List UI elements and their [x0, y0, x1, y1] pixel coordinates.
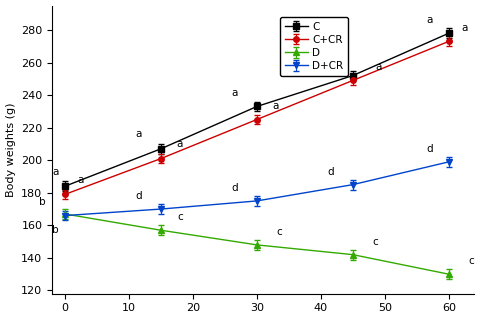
Text: a: a	[375, 62, 382, 72]
Text: a: a	[426, 15, 433, 25]
Text: c: c	[372, 236, 378, 247]
Text: b: b	[39, 197, 46, 207]
Legend: C, C+CR, D, D+CR: C, C+CR, D, D+CR	[279, 17, 348, 76]
Text: c: c	[276, 227, 282, 237]
Text: d: d	[135, 191, 142, 201]
Text: a: a	[462, 23, 468, 33]
Text: a: a	[135, 129, 142, 139]
Text: c: c	[468, 256, 474, 266]
Text: d: d	[327, 167, 334, 176]
Text: a: a	[78, 174, 84, 185]
Text: a: a	[273, 101, 279, 111]
Text: a: a	[327, 57, 334, 67]
Y-axis label: Body weights (g): Body weights (g)	[6, 102, 15, 197]
Text: d: d	[231, 183, 238, 193]
Text: a: a	[177, 139, 183, 149]
Text: d: d	[426, 144, 433, 154]
Text: b: b	[52, 225, 59, 235]
Text: a: a	[231, 88, 238, 98]
Text: a: a	[52, 167, 59, 176]
Text: c: c	[177, 212, 183, 222]
